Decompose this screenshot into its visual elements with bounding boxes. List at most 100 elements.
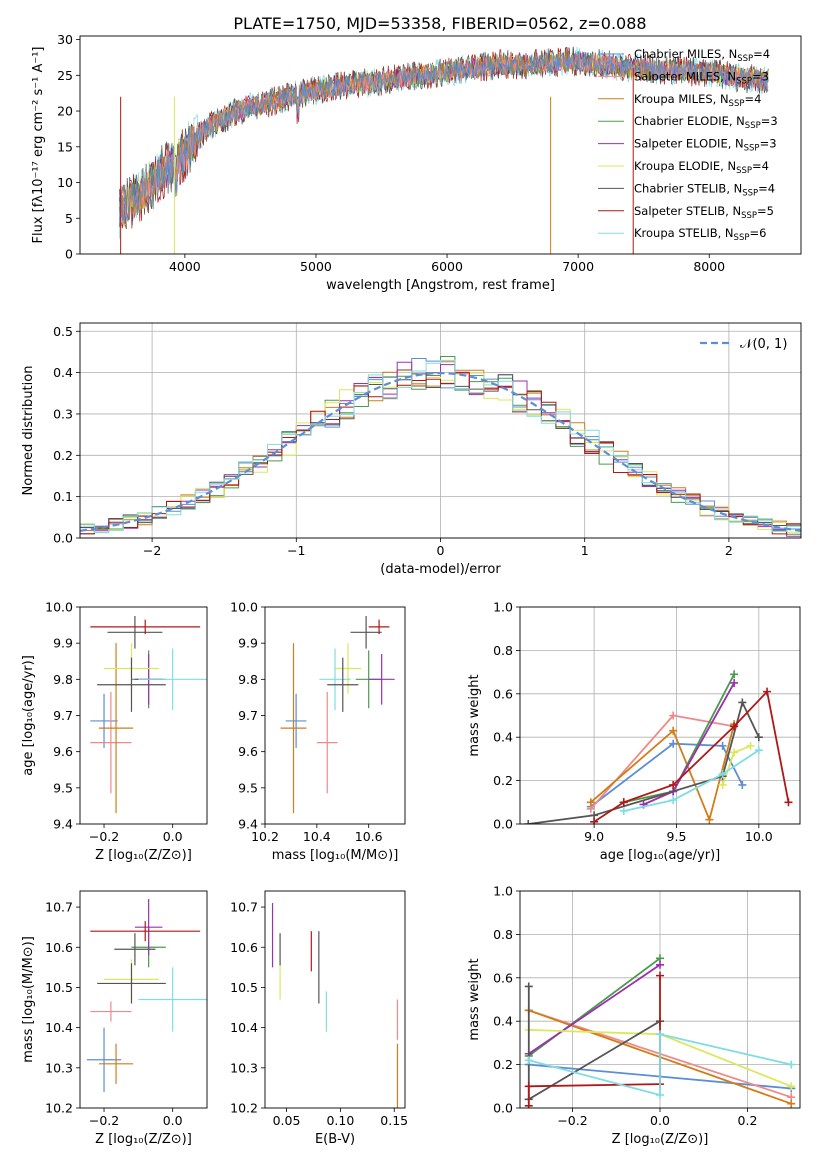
weight-vs-Z-xtick-label: 0.2 — [738, 1113, 758, 1128]
weight-vs-Z-series-line — [528, 964, 661, 1055]
spectrum-ytick-label: 10 — [57, 175, 73, 190]
spectrum-legend-count: =4 — [758, 181, 775, 195]
weight-vs-age-frame — [519, 606, 801, 825]
spectrum-ytick-label: 0 — [65, 247, 73, 262]
spectrum-legend-subscript: SSP — [745, 121, 761, 131]
residuals-xlabel: (data-model)/error — [380, 562, 501, 577]
mass-vs-Z-ylabel: mass [log₁₀(M/M⊙)] — [21, 936, 36, 1063]
residuals-legend-entry: 𝒩(0, 1) — [740, 337, 787, 352]
weight-vs-Z-ytick-label: 0.0 — [493, 1101, 513, 1116]
weight-vs-age-point-marker — [669, 780, 678, 789]
weight-vs-age-point-marker — [669, 726, 678, 735]
spectrum-xtick-label: 4000 — [169, 259, 201, 274]
weight-vs-Z-point-marker — [656, 1090, 664, 1099]
spectrum-legend-count: =3 — [760, 137, 777, 151]
spectrum-legend-count: =4 — [753, 47, 770, 61]
age-vs-Z-xtick-label: −0.2 — [89, 829, 119, 844]
weight-vs-Z-ytick-label: 0.6 — [493, 970, 513, 985]
weight-vs-age-xtick-label: 10.0 — [745, 829, 773, 844]
weight-vs-Z-point-marker — [656, 1030, 664, 1039]
mass-vs-ebv-frame — [264, 890, 406, 1109]
weight-vs-Z-point-marker — [524, 1082, 533, 1091]
weight-vs-age-point-marker — [669, 796, 678, 805]
age-vs-Z-frame — [79, 606, 208, 825]
spectrum-xtick-label: 8000 — [693, 259, 725, 274]
weight-vs-age-point-marker — [754, 746, 763, 755]
spectrum-ytick-label: 5 — [65, 211, 73, 226]
mass-vs-ebv-ytick-label: 10.6 — [230, 940, 258, 955]
spectrum-legend-count: =5 — [757, 204, 774, 218]
age-vs-Z-ytick-label: 9.6 — [53, 744, 73, 759]
weight-vs-age-point-marker — [619, 806, 628, 815]
age-vs-mass-ytick-label: 10.0 — [230, 600, 258, 615]
age-vs-mass-plot-area — [280, 616, 395, 814]
weight-vs-age-ytick-label: 0.4 — [493, 730, 513, 745]
age-vs-Z-ytick-label: 9.8 — [53, 672, 73, 687]
residuals-gaussian-curve — [80, 371, 801, 532]
weight-vs-Z-point-marker — [787, 1060, 796, 1069]
mass-vs-ebv-ytick-label: 10.4 — [230, 1020, 258, 1035]
spectrum-legend-subscript: SSP — [737, 54, 753, 64]
weight-vs-age-point-marker — [718, 780, 727, 789]
weight-vs-age-series-line — [623, 749, 760, 812]
weight-vs-age-point-marker — [590, 817, 599, 824]
age-vs-mass-ytick-label: 9.9 — [238, 636, 258, 651]
weight-vs-age-ylabel: mass weight — [467, 674, 482, 756]
weight-vs-age-point-marker — [586, 798, 595, 807]
weight-vs-Z-xlabel: Z [log₁₀(Z/Z⊙)] — [612, 1132, 709, 1147]
weight-vs-age-ytick-label: 0.8 — [493, 643, 513, 658]
weight-vs-age-ytick-label: 0.6 — [493, 686, 513, 701]
figure-title: PLATE=1750, MJD=53358, FIBERID=0562, z=0… — [233, 14, 646, 33]
weight-vs-Z-point-marker — [787, 1082, 796, 1091]
spectrum-ytick-label: 25 — [57, 68, 73, 83]
residuals-xtick-label: −1 — [287, 543, 305, 558]
weight-vs-age-point-marker — [746, 741, 755, 750]
weight-vs-age-point-marker — [738, 780, 747, 789]
age-vs-mass-ytick-label: 9.8 — [238, 672, 258, 687]
weight-vs-Z-xtick-label: −0.2 — [557, 1113, 587, 1128]
age-vs-Z-ytick-label: 9.5 — [53, 780, 73, 795]
spectrum-xtick-label: 6000 — [431, 259, 463, 274]
age-vs-mass-ytick-label: 9.6 — [238, 744, 258, 759]
residuals-ytick-label: 0.5 — [53, 324, 73, 339]
weight-vs-age-point-marker — [619, 798, 628, 807]
weight-vs-Z-series-line — [527, 975, 661, 1106]
spectrum-plot-area — [118, 46, 769, 254]
age-vs-mass-xtick-label: 10.6 — [355, 829, 383, 844]
spectrum-legend-entry: Salpeter MILES, NSSP=3 — [634, 69, 769, 86]
mass-vs-Z-ytick-label: 10.3 — [45, 1060, 73, 1075]
weight-vs-age-point-marker — [754, 733, 763, 742]
age-vs-mass-ytick-label: 9.4 — [238, 817, 258, 832]
weight-vs-Z-point-marker — [524, 1101, 533, 1108]
age-vs-mass-xtick-label: 10.2 — [251, 829, 279, 844]
weight-vs-Z-frame — [519, 890, 801, 1109]
weight-vs-Z-point-marker — [656, 971, 664, 980]
weight-vs-Z-series-line — [528, 1033, 792, 1097]
spectrum-legend-subscript: SSP — [729, 99, 745, 109]
weight-vs-age-point-marker — [669, 739, 678, 748]
spectrum-legend-count: =6 — [749, 226, 766, 240]
weight-vs-Z-ytick-label: 1.0 — [493, 884, 513, 899]
weight-vs-Z-xtick-label: 0.0 — [650, 1113, 670, 1128]
residuals-ytick-label: 0.1 — [53, 489, 73, 504]
residuals-frame — [79, 322, 802, 539]
weight-vs-Z-point-marker — [787, 1099, 796, 1108]
weight-vs-age-point-marker — [738, 698, 747, 707]
weight-vs-age-point-marker — [730, 678, 739, 687]
spectrum-ylabel: Flux [fλ10⁻¹⁷ erg cm⁻² s⁻¹ A⁻¹] — [31, 47, 46, 244]
mass-vs-ebv-ytick-label: 10.7 — [230, 900, 258, 915]
mass-vs-ebv-ytick-label: 10.5 — [230, 980, 258, 995]
spectrum-legend-subscript: SSP — [744, 144, 760, 154]
residuals-histogram-kroupa-stelib — [80, 359, 801, 533]
weight-vs-Z-ylabel: mass weight — [467, 958, 482, 1040]
spectrum-legend-subscript: SSP — [736, 166, 752, 176]
spectrum-xtick-label: 5000 — [300, 259, 332, 274]
mass-vs-Z-ytick-label: 10.2 — [45, 1101, 73, 1116]
mass-vs-ebv-xtick-label: 0.15 — [380, 1113, 408, 1128]
spectrum-legend-entry: Chabrier STELIB, NSSP=4 — [634, 181, 775, 198]
age-vs-mass-ytick-label: 9.5 — [238, 780, 258, 795]
mass-vs-Z-plot-area — [86, 899, 207, 1092]
residuals-ylabel: Normed distribution — [21, 366, 36, 496]
